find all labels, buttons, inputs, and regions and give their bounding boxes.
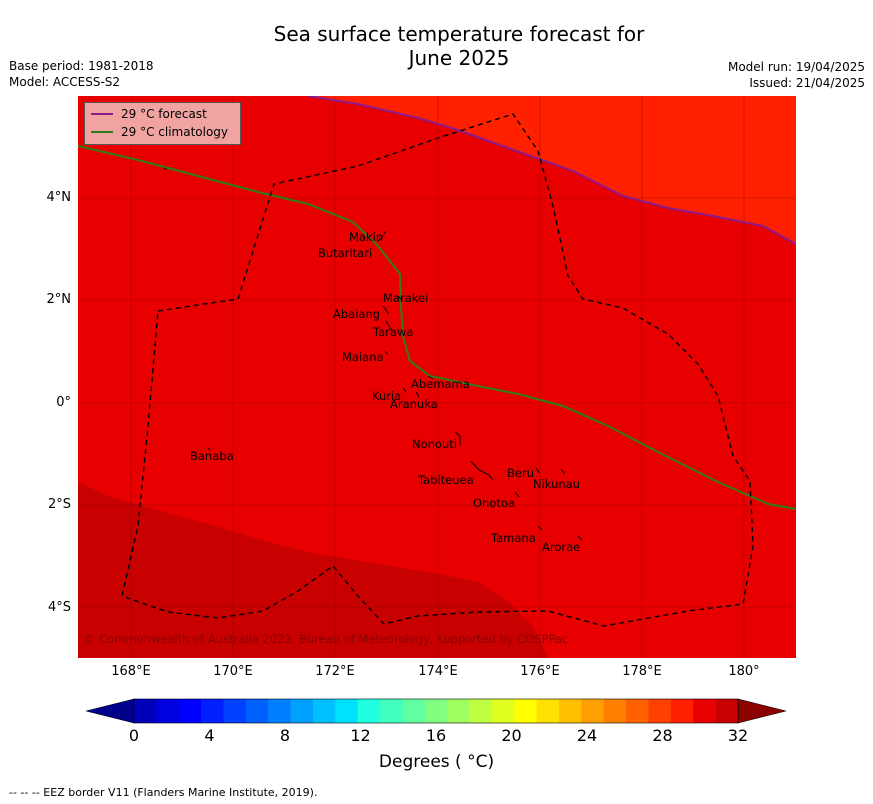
colorbar-cell	[290, 699, 314, 723]
lat-tick-2s: 2°S	[47, 497, 71, 512]
colorbar-cell	[626, 699, 649, 723]
colorbar-tick-label: 20	[501, 726, 522, 745]
chart-title: Sea surface temperature forecast for Jun…	[0, 22, 873, 70]
colorbar-tick-label: 4	[204, 726, 215, 745]
map-grid	[78, 96, 796, 658]
climatology-swatch	[91, 131, 113, 133]
island-label: Aranuka	[390, 397, 438, 411]
island-label: Abemama	[411, 377, 470, 391]
lat-tick-4s: 4°S	[47, 600, 71, 615]
forecast-swatch	[91, 113, 113, 115]
colorbar-cell	[380, 699, 403, 723]
lon-tick-180: 180°	[728, 664, 760, 679]
island-label: Butaritari	[318, 246, 373, 260]
colorbar-under-triangle	[86, 698, 135, 724]
colorbar-cell	[312, 699, 336, 723]
colorbar-cell	[245, 699, 269, 723]
colorbar-cell	[335, 699, 359, 723]
colorbar-border	[133, 698, 739, 724]
island-label: Tabiteuea	[418, 473, 474, 487]
island-marks	[163, 167, 583, 541]
lon-tick-172e: 172°E	[315, 664, 355, 679]
title-line-1: Sea surface temperature forecast for	[273, 22, 645, 46]
island-label: Maiana	[342, 350, 384, 364]
colorbar-cell	[201, 699, 224, 723]
lon-tick-178e: 178°E	[622, 664, 662, 679]
colorbar-label: Degrees ( °C)	[378, 752, 495, 772]
island-label: Marakei	[383, 291, 429, 305]
island-label: Banaba	[190, 449, 234, 463]
meta-right: Model run: 19/04/2025 Issued: 21/04/2025	[728, 59, 865, 91]
eez-border	[121, 113, 754, 627]
lat-tick-2n: 2°N	[46, 292, 72, 307]
legend-climatology: 29 °C climatology	[91, 124, 228, 140]
island-label: Kuria	[372, 389, 402, 403]
meta-left: Base period: 1981-2018 Model: ACCESS-S2	[9, 58, 154, 90]
colorbar-tick-label: 8	[279, 726, 291, 745]
colorbar-tick-label: 12	[350, 726, 371, 745]
island-label: Abaiang	[333, 307, 381, 321]
colorbar-tick-label: 16	[425, 726, 447, 745]
colorbar-cell	[514, 699, 537, 723]
colorbar-cell	[581, 699, 605, 723]
colorbar-cell	[469, 699, 493, 723]
island-label: Nonouti	[412, 437, 457, 451]
colorbar-cell	[447, 699, 470, 723]
lon-tick-168e: 168°E	[111, 664, 151, 679]
island-label: Nikunau	[533, 477, 581, 491]
colorbar-tick-label: 28	[652, 726, 673, 745]
colorbar-tick-label: 24	[576, 726, 598, 745]
title-line-2: June 2025	[408, 46, 510, 70]
colorbar-tick-label: 32	[727, 726, 749, 745]
colorbar-tick-label: 0	[128, 726, 140, 745]
colorbar-cells	[86, 698, 787, 724]
legend-climatology-label: 29 °C climatology	[121, 125, 229, 139]
sst-map	[78, 96, 796, 658]
colorbar-cell	[559, 699, 582, 723]
lat-tick-4n: 4°N	[46, 190, 72, 205]
colorbar-cell	[424, 699, 448, 723]
colorbar-cell	[223, 699, 247, 723]
colorbar-cell	[402, 699, 426, 723]
island-label: Tarawa	[373, 325, 414, 339]
lon-tick-176e: 176°E	[520, 664, 560, 679]
model-name: Model: ACCESS-S2	[9, 75, 121, 89]
model-run: Model run: 19/04/2025	[727, 60, 865, 74]
island-label: Makin	[349, 230, 384, 244]
colorbar-cell	[603, 699, 627, 723]
island-label: Beru	[507, 466, 534, 480]
island-label: Tamana	[491, 531, 536, 545]
lat-tick-0: 0°	[56, 395, 71, 410]
sst-region-28-29	[78, 482, 548, 658]
colorbar-cell	[268, 699, 291, 723]
map-legend: 29 °C forecast 29 °C climatology	[84, 102, 241, 145]
colorbar-cell	[156, 699, 180, 723]
lon-tick-170e: 170°E	[213, 664, 253, 679]
forecast-contour	[307, 96, 796, 245]
colorbar-cell	[536, 699, 560, 723]
colorbar-cell	[670, 699, 694, 723]
legend-forecast: 29 °C forecast	[91, 106, 207, 122]
colorbar-over-triangle	[737, 698, 787, 724]
colorbar-cell	[134, 699, 157, 723]
colorbar-cell	[357, 699, 381, 723]
colorbar-cell	[648, 699, 672, 723]
colorbar-cell	[715, 699, 739, 723]
eez-note: -- -- -- EEZ border V11 (Flanders Marine…	[9, 786, 318, 799]
lon-tick-174e: 174°E	[418, 664, 458, 679]
issued-date: Issued: 21/04/2025	[749, 76, 865, 90]
sst-region-30-31	[308, 96, 796, 244]
base-period: Base period: 1981-2018	[9, 59, 154, 73]
colorbar-cell	[178, 699, 202, 723]
legend-forecast-label: 29 °C forecast	[121, 107, 207, 121]
colorbar-cell	[693, 699, 716, 723]
colorbar-cell	[491, 699, 515, 723]
copyright-notice: © Commonwealth of Australia 2023, Bureau…	[84, 632, 569, 646]
map-svg	[78, 96, 796, 658]
island-label: Onotoa	[473, 496, 515, 510]
climatology-contour	[78, 145, 796, 510]
colorbar	[86, 698, 787, 724]
island-label: Arorae	[542, 540, 581, 554]
